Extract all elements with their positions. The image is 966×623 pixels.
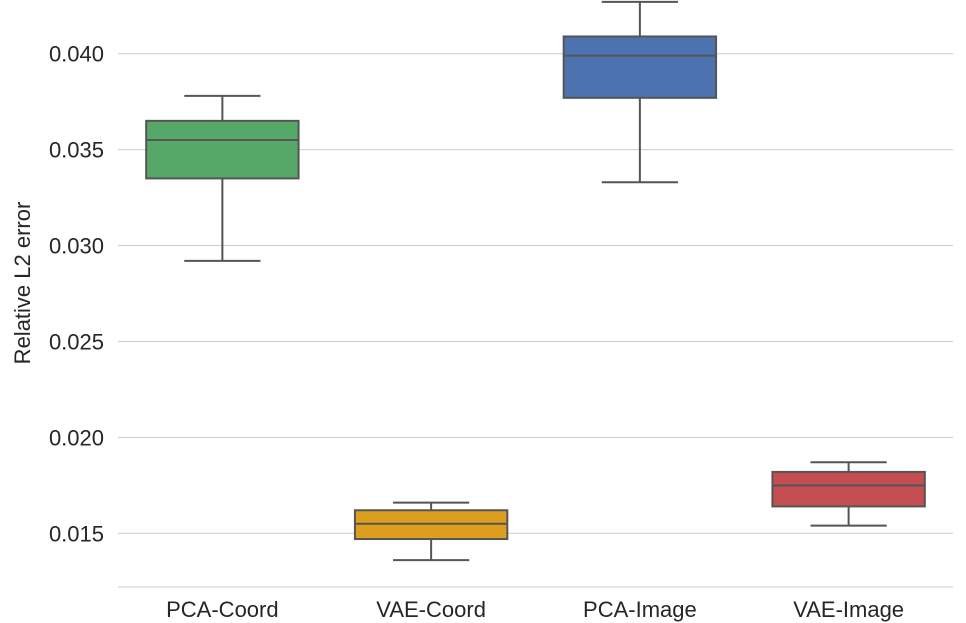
y-tick-label: 0.030 (49, 234, 104, 259)
box-body (562, 35, 718, 99)
box-body (771, 470, 926, 508)
x-tick-label: VAE-Image (793, 597, 904, 622)
x-tick-label: PCA-Image (583, 597, 697, 622)
x-tick-labels: PCA-Coord VAE-Coord PCA-Image VAE-Image (166, 597, 904, 622)
x-tick-label: VAE-Coord (376, 597, 486, 622)
box-vae-image (771, 461, 926, 527)
y-tick-label: 0.040 (49, 42, 104, 67)
y-axis-label: Relative L2 error (10, 202, 35, 365)
y-tick-labels: 0.015 0.020 0.025 0.030 0.035 0.040 (49, 42, 104, 547)
box-pca-coord (145, 94, 300, 262)
box-body (145, 119, 300, 180)
y-tick-label: 0.020 (49, 425, 104, 450)
box-vae-coord (353, 501, 509, 562)
y-tick-label: 0.015 (49, 521, 104, 546)
y-tick-label: 0.025 (49, 329, 104, 354)
boxes (145, 0, 926, 562)
x-tick-label: PCA-Coord (166, 597, 278, 622)
y-tick-label: 0.035 (49, 138, 104, 163)
box-pca-image (562, 0, 718, 184)
